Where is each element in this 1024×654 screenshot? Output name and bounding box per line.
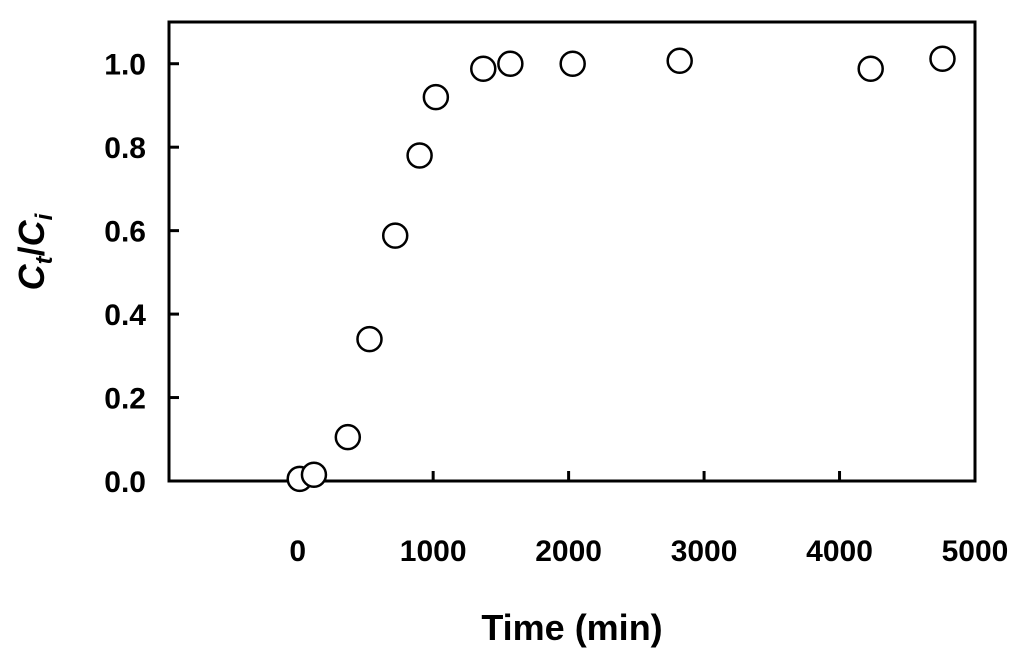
data-point [559, 50, 586, 77]
plot-frame [167, 20, 977, 483]
data-point [422, 83, 450, 111]
y-axis-tick-labels: 0.0 0.2 0.4 0.6 0.8 1.0 [104, 49, 146, 499]
y-axis-title-sub2: i [31, 212, 58, 220]
data-point [406, 142, 433, 169]
x-axis-title: Time (min) [481, 607, 662, 648]
x-tick-label: 2000 [535, 535, 602, 568]
x-tick-label: 5000 [942, 535, 1009, 568]
data-point [929, 45, 956, 72]
x-tick-label: 1000 [400, 535, 467, 568]
y-axis-title-sub1: t [31, 255, 58, 264]
data-point [300, 461, 328, 488]
x-tick-label: 4000 [806, 535, 873, 568]
data-points [286, 45, 956, 493]
x-tick-label: 3000 [671, 535, 738, 568]
y-tick-label: 0.8 [104, 132, 146, 165]
y-axis-title-c2: C [11, 219, 52, 246]
data-point [356, 325, 383, 353]
y-axis-title-sep: / [11, 246, 52, 256]
data-point [497, 50, 524, 77]
y-axis-title-c1: C [11, 263, 52, 290]
y-tick-label: 0.4 [104, 299, 146, 332]
x-axis-tick-labels: 0 1000 2000 3000 4000 5000 [289, 535, 1008, 568]
y-tick-label: 0.6 [104, 216, 146, 249]
data-point [381, 222, 409, 249]
y-axis-ticks [169, 62, 179, 483]
y-tick-label: 0.0 [104, 466, 146, 499]
data-point [666, 47, 693, 75]
y-tick-label: 1.0 [104, 49, 146, 82]
data-point [470, 55, 497, 82]
data-point [334, 423, 362, 451]
x-tick-label: 0 [289, 535, 306, 568]
y-tick-label: 0.2 [104, 383, 146, 416]
y-axis-title: Ct/Ci [11, 212, 58, 290]
data-point [857, 55, 884, 82]
